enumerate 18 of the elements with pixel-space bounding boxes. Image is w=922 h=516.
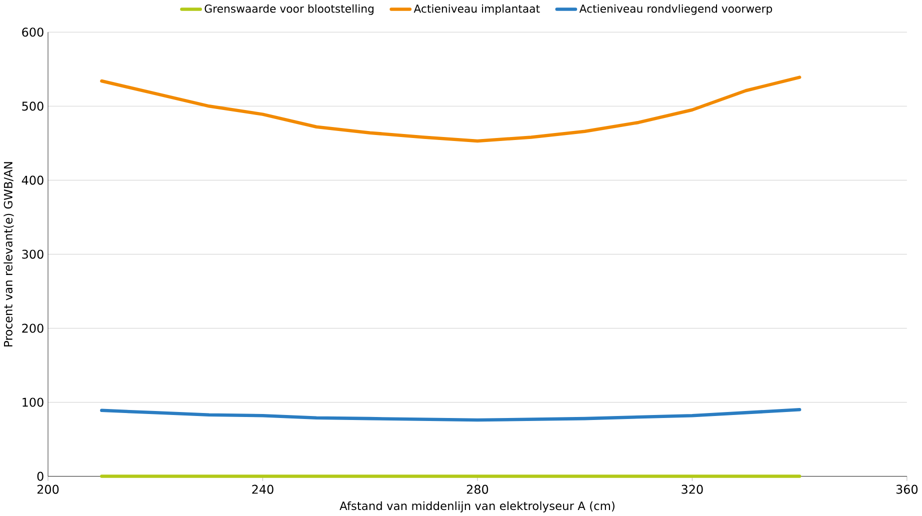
x-axis-title: Afstand van middenlijn van elektrolyseur A (cm) [340,501,614,512]
x-tick-label: 360 [896,484,918,494]
legend-label: Actieniveau rondvliegend voorwerp [579,4,772,15]
x-tick-label: 200 [37,484,59,494]
x-tick-label: 320 [682,484,703,494]
y-tick-label: 0 [37,472,44,481]
legend-label: Actieniveau implantaat [414,4,540,15]
y-tick-label: 500 [22,102,44,111]
x-tick-label: 280 [466,484,488,494]
y-tick-label: 400 [22,176,44,185]
y-tick-label: 600 [22,28,44,37]
y-axis-title: Procent van relevant(e) GWB/AN [4,162,14,346]
y-tick-label: 300 [22,250,44,259]
legend-label: Grenswaarde voor blootstelling [204,4,374,15]
y-tick-label: 100 [22,398,44,407]
line-series [100,76,802,143]
y-tick-label: 200 [22,324,44,333]
x-tick-label: 240 [252,484,274,494]
